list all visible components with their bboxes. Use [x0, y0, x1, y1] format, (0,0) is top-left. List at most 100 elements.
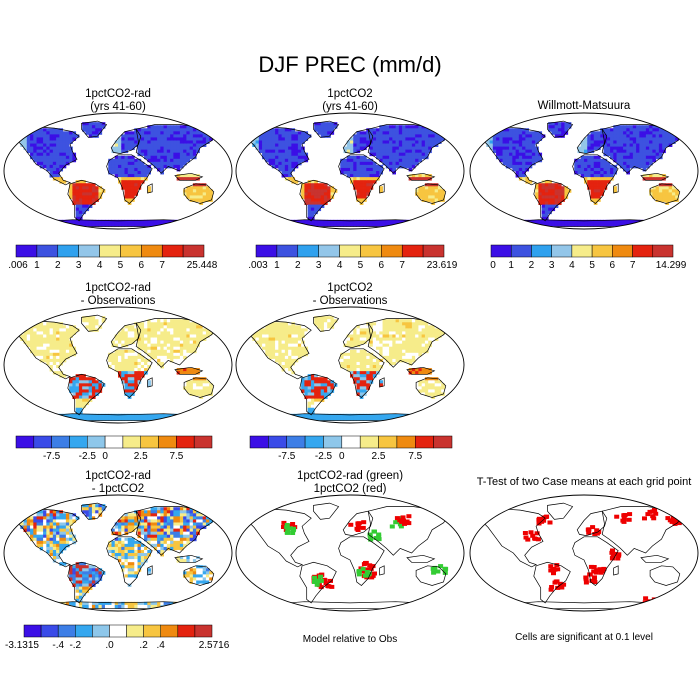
map-cell: [376, 164, 380, 169]
map-cell: [632, 149, 637, 154]
map-cell: [262, 128, 266, 132]
map-cell: [372, 137, 377, 141]
map-cell: [535, 183, 539, 187]
map-cell: [137, 167, 142, 172]
map-cell: [52, 553, 57, 557]
map-cell: [343, 171, 348, 175]
map-cell: [320, 416, 325, 421]
map-cell: [85, 510, 90, 514]
map-cell: [385, 337, 390, 341]
map-cell: [39, 155, 44, 160]
coastline-australia: [415, 377, 447, 398]
map-cell: [307, 401, 312, 406]
map-cell: [408, 325, 413, 329]
map-cell: [95, 189, 99, 193]
map-cell: [314, 122, 318, 126]
map-cell: [645, 164, 650, 169]
map-cell: [636, 158, 640, 163]
map-cell: [320, 125, 325, 129]
map-cell: [39, 522, 44, 526]
map-cell: [675, 137, 679, 141]
coastline-africa: [338, 154, 385, 204]
panel-title-2-line-2: (yrs 41-60): [322, 101, 378, 113]
map-cell: [179, 143, 184, 147]
map-cell: [121, 549, 125, 554]
map-cell: [424, 192, 429, 196]
map-cell: [411, 358, 416, 363]
map-cell: [59, 355, 64, 360]
map-cell: [118, 540, 122, 545]
map-cell: [249, 331, 253, 335]
map-cell: [424, 346, 429, 351]
map-cell: [46, 525, 50, 529]
map-cell: [271, 322, 276, 326]
map-cell: [258, 222, 263, 227]
map-cell: [255, 131, 260, 135]
map-cell: [127, 371, 132, 375]
map-cell: [275, 137, 279, 141]
map-cell: [134, 137, 138, 141]
map-cell: [492, 222, 497, 227]
map-cell: [408, 146, 413, 151]
map-cell: [114, 601, 119, 606]
map-cell: [163, 325, 168, 329]
map-cell: [49, 149, 54, 154]
map-cell: [284, 137, 289, 141]
map-cell: [95, 513, 99, 517]
map-cell: [408, 334, 413, 338]
map-cell: [199, 377, 204, 381]
map-cell: [502, 161, 507, 166]
map-cell: [323, 392, 328, 396]
map-cell: [297, 137, 302, 141]
map-cell: [424, 198, 429, 202]
map-cell: [356, 343, 361, 348]
map-cell: [418, 386, 423, 390]
map-cell: [160, 140, 164, 144]
map-cell: [369, 361, 374, 366]
map-cell: [363, 177, 367, 181]
map-cell: [265, 143, 269, 147]
map-cell: [535, 146, 539, 151]
map-cell: [121, 352, 125, 357]
map-cell: [597, 164, 601, 169]
map-cell: [255, 340, 260, 345]
map-cell: [372, 134, 377, 138]
map-cell: [278, 134, 282, 138]
map-cell: [291, 134, 296, 138]
map-cell: [395, 349, 400, 354]
map-cell: [411, 337, 416, 341]
map-cell: [278, 149, 282, 154]
map-cell: [36, 540, 41, 545]
map-cell: [317, 316, 322, 320]
map-cell: [69, 140, 73, 144]
map-cell: [580, 158, 585, 163]
map-cell: [59, 525, 64, 529]
map-cell: [91, 577, 96, 581]
map-cell: [95, 504, 99, 508]
map-cell: [288, 143, 292, 147]
map-cell: [288, 146, 292, 151]
map-cell: [202, 137, 207, 141]
map-cell: [343, 146, 348, 151]
map-cell: [662, 183, 666, 187]
map-cell: [114, 337, 119, 341]
map-cell: [548, 186, 552, 190]
map-cell: [424, 219, 429, 224]
map-cell: [350, 343, 354, 348]
map-panel-1: [3, 112, 233, 230]
map-cell: [372, 180, 377, 184]
map-cell: [75, 204, 80, 209]
map-cell: [372, 167, 377, 172]
map-cell: [437, 189, 442, 193]
map-cell: [350, 171, 354, 175]
map-cell: [69, 346, 73, 351]
map-cell: [392, 358, 396, 363]
map-cell: [43, 540, 47, 545]
map-cell: [593, 155, 598, 160]
map-cell: [114, 222, 119, 227]
map-cell: [584, 140, 588, 144]
map-cell: [30, 143, 34, 147]
map-cell: [56, 534, 60, 539]
map-cell: [366, 352, 370, 357]
map-cell: [288, 134, 292, 138]
